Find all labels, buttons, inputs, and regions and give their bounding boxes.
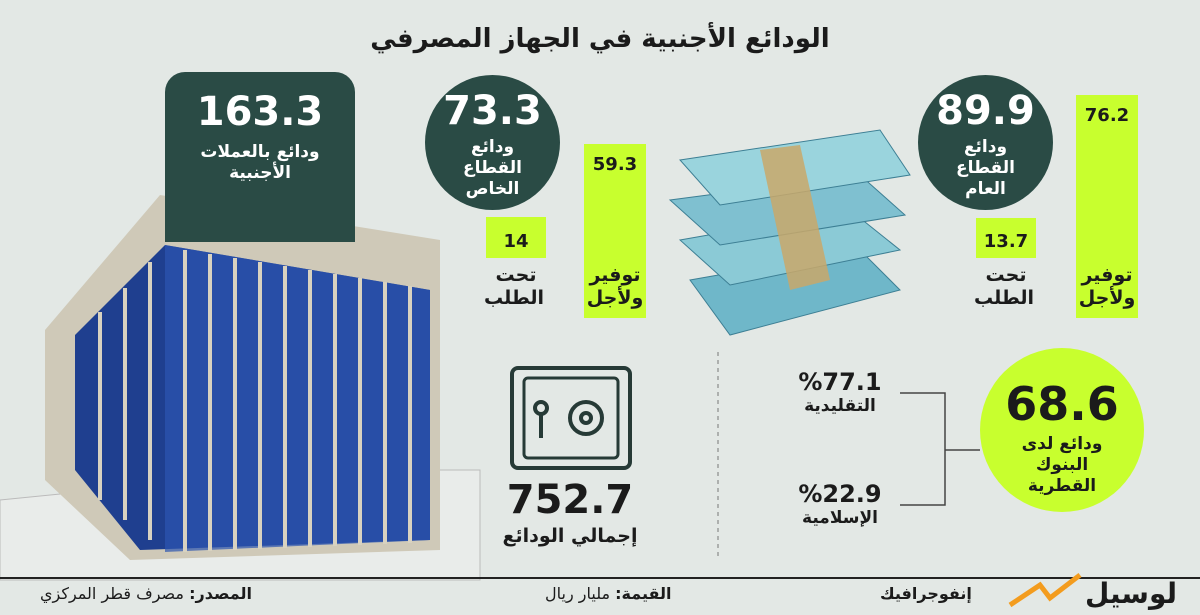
foreign-currency-label: ودائع بالعملات الأجنبية xyxy=(200,142,320,183)
total: 752.7 إجمالي الودائع xyxy=(480,478,660,547)
bar: 13.7 xyxy=(976,217,1036,258)
logo-mark xyxy=(1008,573,1082,608)
bar-value: 13.7 xyxy=(983,230,1029,252)
bar-value: 59.3 xyxy=(592,154,638,176)
foreign-currency-card: 163.3 ودائع بالعملات الأجنبية xyxy=(165,72,355,242)
title: الودائع الأجنبية في الجهاز المصرفي xyxy=(370,24,830,54)
qatari-banks-value: 68.6 xyxy=(1005,377,1119,431)
split-value: %77.1 xyxy=(798,368,882,396)
split-bracket xyxy=(900,392,980,506)
public-sector-value: 89.9 xyxy=(936,88,1035,134)
qatari-banks-label: ودائع لدى البنوك القطرية xyxy=(1021,434,1103,496)
unit-label: القيمة: xyxy=(615,584,672,603)
bar-label: توفير ولأجل xyxy=(1078,264,1136,309)
private-sector-label: ودائع القطاع الخاص xyxy=(462,137,522,199)
total-value: 752.7 xyxy=(506,477,634,523)
footer-unit: القيمة: مليار ريال xyxy=(545,584,672,603)
bar-value: 76.2 xyxy=(1084,104,1130,126)
footer-source: المصدر: مصرف قطر المركزي xyxy=(40,584,252,603)
building-facade-front xyxy=(165,245,430,552)
split-conventional: %77.1 التقليدية xyxy=(780,368,900,417)
safe-icon xyxy=(510,366,632,470)
unit: مليار ريال xyxy=(545,584,611,603)
footer-brand: لوسيل xyxy=(1085,577,1178,610)
source-label: المصدر: xyxy=(189,584,252,603)
footer-section: إنفوجرافيك xyxy=(880,584,972,603)
bar: 59.3 xyxy=(584,144,646,318)
private-sector-circle: 73.3 ودائع القطاع الخاص xyxy=(425,75,560,210)
split-label: التقليدية xyxy=(804,396,876,416)
bar-label: تحت الطلب xyxy=(483,264,544,309)
public-sector-circle: 89.9 ودائع القطاع العام xyxy=(918,75,1053,210)
bar-value: 14 xyxy=(503,230,529,252)
total-label: إجمالي الودائع xyxy=(502,525,638,547)
public-sector-label: ودائع القطاع العام xyxy=(955,137,1015,199)
bar-label: توفير ولأجل xyxy=(586,264,644,309)
bar-label: تحت الطلب xyxy=(973,264,1034,309)
building-columns xyxy=(98,250,412,552)
foreign-currency-value: 163.3 xyxy=(196,89,324,135)
money-illustration xyxy=(668,129,911,336)
qatari-banks-circle: 68.6 ودائع لدى البنوك القطرية xyxy=(980,348,1144,512)
split-label: الإسلامية xyxy=(802,508,878,528)
source: مصرف قطر المركزي xyxy=(40,584,184,603)
bar: 76.2 xyxy=(1076,94,1138,318)
private-sector-value: 73.3 xyxy=(443,88,542,134)
bar: 14 xyxy=(486,216,546,258)
split-value: %22.9 xyxy=(798,480,882,508)
split-islamic: %22.9 الإسلامية xyxy=(780,480,900,529)
